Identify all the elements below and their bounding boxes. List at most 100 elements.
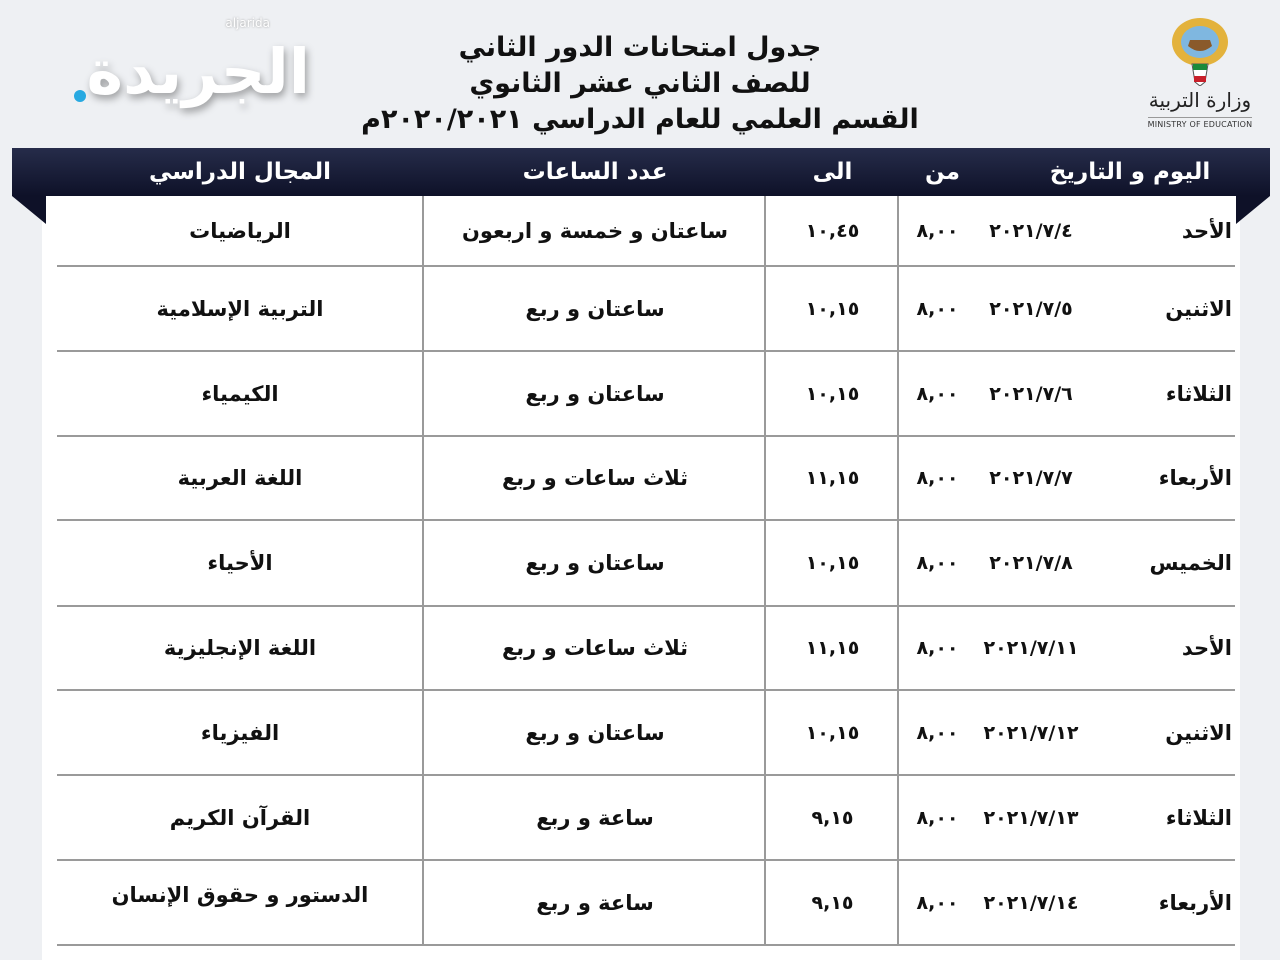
to-cell: ١٠,١٥ — [767, 691, 898, 774]
day-cell: الخميس — [1088, 521, 1238, 605]
hours-cell: ساعتان و ربع — [425, 352, 765, 435]
header-day-date: اليوم و التاريخ — [1049, 159, 1211, 185]
hours-cell: ساعتان و ربع — [425, 691, 765, 774]
date-cell: ٢٠٢١/٧/٦ — [975, 352, 1087, 435]
from-cell: ٨,٠٠ — [900, 196, 975, 265]
from-cell: ٨,٠٠ — [900, 861, 975, 944]
day-cell: الأحد — [1088, 196, 1238, 265]
hours-cell: ساعة و ربع — [425, 861, 765, 944]
from-cell-text: ٨,٠٠ — [916, 382, 959, 405]
hours-cell: ثلاث ساعات و ربع — [425, 437, 765, 519]
date-cell-text: ٢٠٢١/٧/١٣ — [983, 806, 1079, 829]
date-cell-text: ٢٠٢١/٧/١٤ — [983, 891, 1079, 914]
from-cell-text: ٨,٠٠ — [916, 297, 959, 320]
ministry-name-english: MINISTRY OF EDUCATION — [1147, 117, 1253, 129]
from-cell: ٨,٠٠ — [900, 691, 975, 774]
from-cell: ٨,٠٠ — [900, 352, 975, 435]
schedule-card — [42, 196, 1240, 960]
day-cell-text: الاثنين — [1165, 720, 1232, 745]
subject-cell: اللغة الإنجليزية — [57, 607, 423, 689]
ministry-logo: وزارة التربية MINISTRY OF EDUCATION — [1130, 16, 1270, 131]
hours-cell-text: ثلاث ساعات و ربع — [501, 466, 689, 490]
hours-cell: ثلاث ساعات و ربع — [425, 607, 765, 689]
aljarida-logo-latin: aljarida — [225, 16, 270, 30]
title-line-3: القسم العلمي للعام الدراسي ٢٠٢٠/٢٠٢١م — [361, 104, 919, 135]
table-row: الاثنين ٢٠٢١/٧/٥ ٨,٠٠ ١٠,١٥ ساعتان و ربع التر… — [57, 267, 1235, 352]
table-row: الاثنين ٢٠٢١/٧/١٢ ٨,٠٠ ١٠,١٥ ساعتان و ربع الف… — [57, 691, 1235, 776]
date-cell-text: ٢٠٢١/٧/٥ — [989, 297, 1073, 320]
to-cell-text: ٩,١٥ — [811, 891, 854, 914]
to-cell: ١٠,١٥ — [767, 521, 898, 605]
to-cell-text: ١٠,١٥ — [805, 382, 860, 405]
date-cell-text: ٢٠٢١/٧/١٢ — [983, 721, 1079, 744]
column-divider — [422, 196, 424, 946]
to-cell: ٩,١٥ — [767, 861, 898, 944]
header-subject: المجال الدراسي — [149, 159, 331, 185]
subject-cell-text: اللغة العربية — [177, 466, 303, 490]
to-cell-text: ١٠,١٥ — [805, 552, 860, 574]
date-cell: ٢٠٢١/٧/٨ — [975, 521, 1087, 605]
from-cell: ٨,٠٠ — [900, 267, 975, 350]
hours-cell-text: ساعة و ربع — [536, 805, 654, 830]
kuwait-emblem-icon — [1172, 18, 1228, 86]
day-cell: الثلاثاء — [1088, 776, 1238, 859]
day-cell-text: الخميس — [1149, 551, 1232, 575]
to-cell: ١٠,١٥ — [767, 267, 898, 350]
from-cell-text: ٨,٠٠ — [916, 467, 959, 489]
subject-cell-text: الدستور و حقوق الإنسان — [111, 883, 369, 907]
to-cell-text: ١٠,١٥ — [805, 297, 860, 320]
date-cell-text: ٢٠٢١/٧/٦ — [989, 382, 1073, 405]
day-cell-text: الأحد — [1181, 218, 1232, 243]
to-cell: ١١,١٥ — [767, 437, 898, 519]
from-cell: ٨,٠٠ — [900, 521, 975, 605]
day-cell: الأحد — [1088, 607, 1238, 689]
day-cell-text: الثلاثاء — [1165, 805, 1232, 830]
hours-cell: ساعة و ربع — [425, 776, 765, 859]
to-cell: ٩,١٥ — [767, 776, 898, 859]
to-cell: ١١,١٥ — [767, 607, 898, 689]
date-cell: ٢٠٢١/٧/١١ — [975, 607, 1087, 689]
header-hours: عدد الساعات — [522, 159, 668, 185]
table-row: الأحد ٢٠٢١/٧/٤ ٨,٠٠ ١٠,٤٥ ساعتان و خمسة و ار… — [57, 196, 1235, 267]
to-cell-text: ٩,١٥ — [811, 806, 854, 829]
hours-cell-text: ساعة و ربع — [536, 890, 654, 915]
subject-cell-text: التربية الإسلامية — [156, 296, 324, 321]
hours-cell-text: ساعتان و ربع — [525, 296, 665, 321]
date-cell: ٢٠٢١/٧/٥ — [975, 267, 1087, 350]
table-header-bar — [12, 148, 1270, 196]
day-cell-text: الثلاثاء — [1165, 381, 1232, 406]
hours-cell: ساعتان و خمسة و اربعون — [425, 196, 765, 265]
table-row: الأحد ٢٠٢١/٧/١١ ٨,٠٠ ١١,١٥ ثلاث ساعات و ربع ا… — [57, 607, 1235, 691]
subject-cell-text: الرياضيات — [189, 218, 291, 243]
day-cell: الاثنين — [1088, 691, 1238, 774]
subject-cell-text: الفيزياء — [200, 720, 280, 745]
date-cell-text: ٢٠٢١/٧/٧ — [989, 467, 1073, 489]
aljarida-logo-arabic: الجريدة — [86, 35, 312, 108]
table-row: الثلاثاء ٢٠٢١/٧/٦ ٨,٠٠ ١٠,١٥ ساعتان و ربع الك… — [57, 352, 1235, 437]
day-cell-text: الأربعاء — [1158, 890, 1232, 915]
hours-cell-text: ساعتان و ربع — [525, 720, 665, 745]
header-fold-left — [12, 196, 46, 224]
to-cell: ١٠,١٥ — [767, 352, 898, 435]
from-cell-text: ٨,٠٠ — [916, 721, 959, 744]
from-cell-text: ٨,٠٠ — [916, 219, 959, 242]
date-cell: ٢٠٢١/٧/٧ — [975, 437, 1087, 519]
day-cell-text: الأربعاء — [1158, 466, 1232, 490]
subject-cell-text: الأحياء — [207, 551, 273, 575]
day-cell: الاثنين — [1088, 267, 1238, 350]
hours-cell: ساعتان و ربع — [425, 267, 765, 350]
date-cell-text: ٢٠٢١/٧/٨ — [989, 552, 1073, 574]
subject-cell: الرياضيات — [57, 196, 423, 265]
from-cell-text: ٨,٠٠ — [916, 806, 959, 829]
subject-cell: القرآن الكريم — [57, 776, 423, 859]
date-cell: ٢٠٢١/٧/١٣ — [975, 776, 1087, 859]
header-from: من — [925, 159, 960, 185]
to-cell-text: ١٠,٤٥ — [805, 219, 860, 242]
column-divider — [764, 196, 766, 946]
subject-cell: التربية الإسلامية — [57, 267, 423, 350]
table-row: الأربعاء ٢٠٢١/٧/٧ ٨,٠٠ ١١,١٥ ثلاث ساعات و رب… — [57, 437, 1235, 521]
hours-cell: ساعتان و ربع — [425, 521, 765, 605]
subject-cell-text: اللغة الإنجليزية — [163, 636, 317, 660]
date-cell-text: ٢٠٢١/٧/٤ — [989, 219, 1073, 242]
date-cell: ٢٠٢١/٧/١٢ — [975, 691, 1087, 774]
